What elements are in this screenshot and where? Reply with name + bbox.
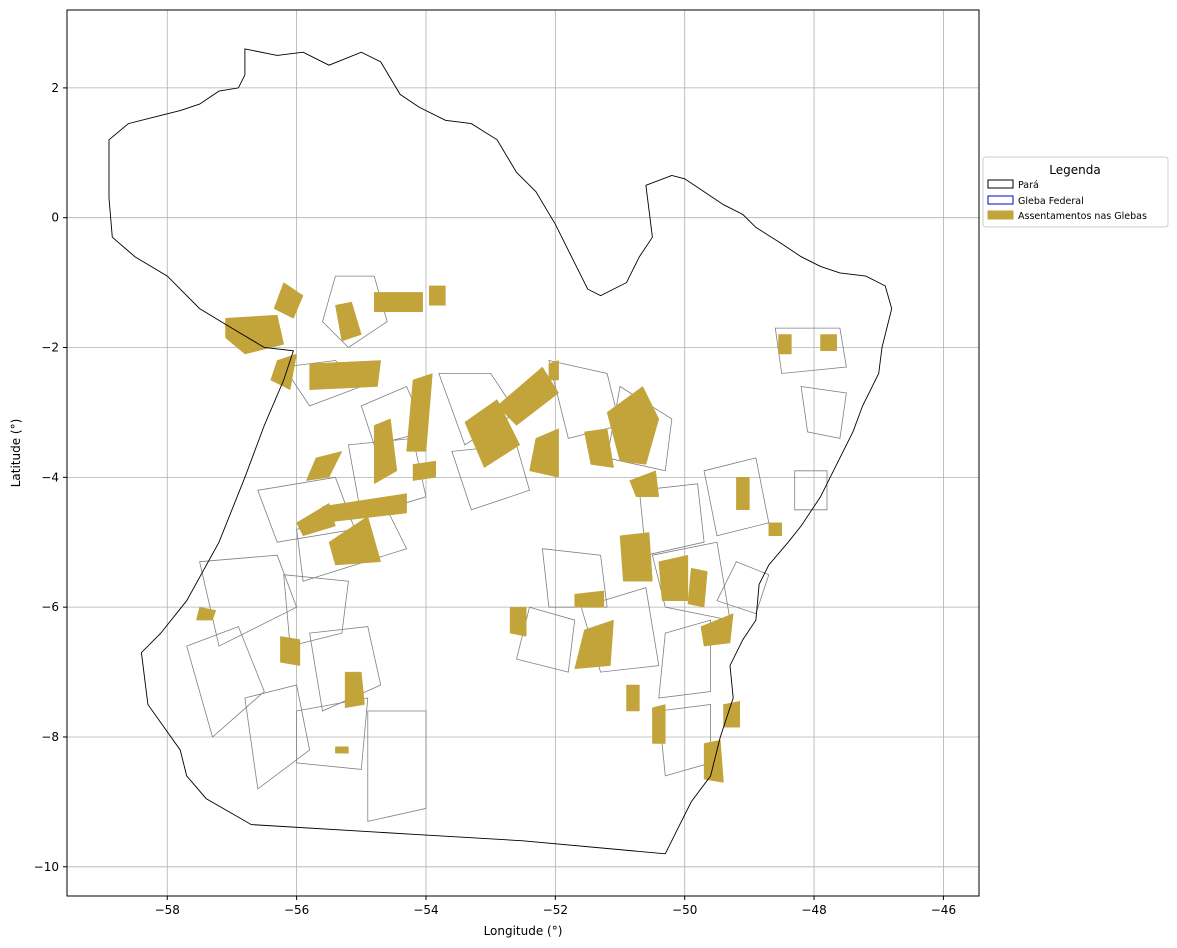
settlement-polygon <box>629 470 660 498</box>
settlement-polygon <box>373 418 398 485</box>
x-tick-label: −58 <box>155 903 180 917</box>
gleba-polygon <box>541 548 608 608</box>
y-tick-label: −4 <box>41 470 59 484</box>
settlement-polygon <box>778 334 792 355</box>
x-tick-label: −52 <box>543 903 568 917</box>
legend-swatch-para <box>987 179 1014 189</box>
settlement-polygon <box>496 366 559 426</box>
x-tick-label: −48 <box>801 903 826 917</box>
settlement-polygon <box>723 700 740 728</box>
settlement-polygon <box>344 671 365 709</box>
gleba-polygon <box>244 684 311 790</box>
y-axis-ticks: 2 0 −2 −4 −6 −8 −10 <box>34 81 67 874</box>
settlement-polygon <box>652 704 666 744</box>
settlement-polygon <box>428 285 446 306</box>
settlement-polygon <box>658 554 689 601</box>
settlement-polygon <box>373 292 423 313</box>
legend-title: Legenda <box>1049 163 1100 177</box>
settlement-polygon <box>280 636 301 666</box>
gleba-polygon <box>367 710 427 822</box>
y-tick-label: −8 <box>41 730 59 744</box>
gleba-polygon <box>774 327 847 374</box>
settlement-polygon <box>768 522 782 537</box>
gleba-polygon <box>322 275 388 349</box>
state-outline-para <box>108 48 893 855</box>
gleba-polygon <box>606 385 673 472</box>
legend-swatch-gleba-federal <box>987 195 1014 205</box>
para-boundary <box>108 48 893 855</box>
legend: Legenda Pará Gleba Federal Assentamentos… <box>982 156 1169 228</box>
gleba-polygon <box>716 561 770 615</box>
y-tick-label: 2 <box>51 81 59 95</box>
settlement-polygon <box>584 428 614 468</box>
y-axis-label: Latitude (°) <box>9 419 23 488</box>
settlement-polygon <box>305 451 343 481</box>
x-axis-label: Longitude (°) <box>484 924 563 938</box>
settlement-polygon <box>412 460 436 481</box>
settlement-polygon <box>574 590 605 608</box>
plot-frame <box>66 9 980 897</box>
legend-box <box>982 156 1169 228</box>
settlement-polygon <box>322 493 407 524</box>
settlement-polygon <box>273 282 304 319</box>
y-tick-label: −6 <box>41 600 59 614</box>
x-tick-label: −56 <box>284 903 309 917</box>
y-tick-label: −2 <box>41 341 59 355</box>
gleba-polygon <box>516 606 576 673</box>
gleba-polygon <box>296 697 369 770</box>
x-tick-label: −50 <box>672 903 697 917</box>
settlement-polygon <box>574 619 614 670</box>
y-tick-label: 0 <box>51 211 59 225</box>
settlement-polygon <box>687 567 708 608</box>
settlement-polygon <box>606 386 660 465</box>
settlement-polygon <box>820 334 837 352</box>
settlement-polygon <box>736 477 750 511</box>
legend-label-para: Pará <box>1018 180 1039 191</box>
y-tick-label: −10 <box>34 860 59 874</box>
settlement-polygon <box>626 684 640 712</box>
settlement-polygon <box>700 613 734 647</box>
x-axis-ticks: −58 −56 −54 −52 −50 −48 −46 <box>155 896 956 917</box>
grid-lines <box>67 10 979 896</box>
settlement-polygon <box>309 360 381 390</box>
settlement-polygon <box>464 399 521 468</box>
gleba-polygon <box>658 619 711 699</box>
x-tick-label: −54 <box>413 903 438 917</box>
gleba-polygon <box>800 386 847 439</box>
x-tick-label: −46 <box>931 903 956 917</box>
settlement-polygon <box>270 353 297 391</box>
settlement-areas <box>196 282 837 783</box>
settlement-polygon <box>335 301 362 342</box>
legend-label-assentamentos: Assentamentos nas Glebas <box>1018 211 1147 222</box>
legend-swatch-assentamentos <box>987 210 1014 220</box>
settlement-polygon <box>328 515 382 566</box>
legend-label-gleba-federal: Gleba Federal <box>1018 196 1084 207</box>
gleba-polygon <box>186 626 265 738</box>
gleba-polygon <box>283 574 349 647</box>
settlement-polygon <box>619 532 653 582</box>
settlement-polygon <box>548 360 559 381</box>
settlement-polygon <box>406 373 433 452</box>
settlement-polygon <box>335 746 349 754</box>
settlement-polygon <box>196 606 217 621</box>
settlement-polygon <box>509 606 527 637</box>
gleba-polygon <box>794 470 828 511</box>
gleba-polygon <box>309 626 382 712</box>
settlement-polygon <box>225 314 284 355</box>
settlement-polygon <box>529 428 559 478</box>
